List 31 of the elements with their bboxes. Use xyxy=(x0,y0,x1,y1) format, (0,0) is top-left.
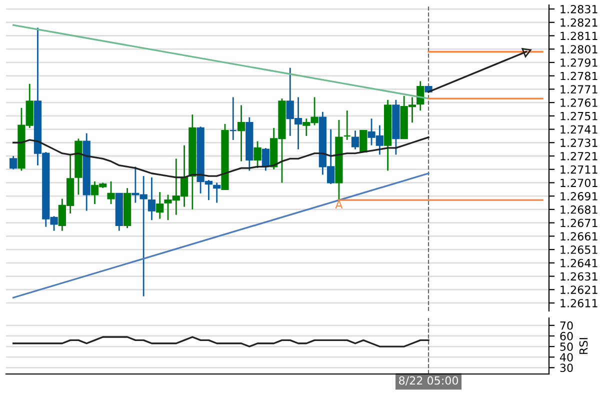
y-tick-label: 1.2761 xyxy=(560,98,598,107)
x-tick-label: 8/22 05:00 xyxy=(399,376,458,386)
y-tick-label: 1.2831 xyxy=(560,4,598,14)
y-tick-label: 1.2691 xyxy=(560,192,598,200)
y-tick-label: 1.2681 xyxy=(560,205,598,214)
y-tick-label: 1.2751 xyxy=(560,112,598,120)
y-axis-title: RSI xyxy=(579,338,588,354)
y-tick-label: 1.2701 xyxy=(560,178,598,188)
y-tick-label: 1.2661 xyxy=(560,232,598,241)
y-tick-label: 1.2771 xyxy=(560,85,598,94)
y-tick-label: 1.2721 xyxy=(560,152,598,160)
y-tick-label: 1.2651 xyxy=(560,246,598,254)
y-tick-label: 1.2621 xyxy=(560,286,598,294)
y-tick-label: 1.2641 xyxy=(560,258,598,268)
y-tick-label: 70 xyxy=(560,321,573,330)
y-tick-label: 1.2741 xyxy=(560,125,598,134)
series-label: A xyxy=(335,200,343,209)
y-tick-label: 1.2731 xyxy=(560,138,598,148)
y-tick-label: 1.2821 xyxy=(560,18,598,27)
y-tick-label: 50 xyxy=(560,342,573,351)
y-tick-label: 1.2631 xyxy=(560,272,598,281)
y-tick-label: 40 xyxy=(560,353,573,362)
y-tick-label: 1.2791 xyxy=(560,58,598,67)
y-tick-label: 1.2781 xyxy=(560,72,598,80)
y-tick-label: 1.2801 xyxy=(560,45,598,54)
y-tick-label: 1.2671 xyxy=(560,218,598,228)
y-tick-label: 30 xyxy=(560,364,573,372)
y-tick-label: 1.2711 xyxy=(560,165,598,174)
y-tick-label: 60 xyxy=(560,332,573,340)
y-tick-label: 1.2811 xyxy=(560,32,598,40)
y-tick-label: 1.2611 xyxy=(560,298,598,308)
